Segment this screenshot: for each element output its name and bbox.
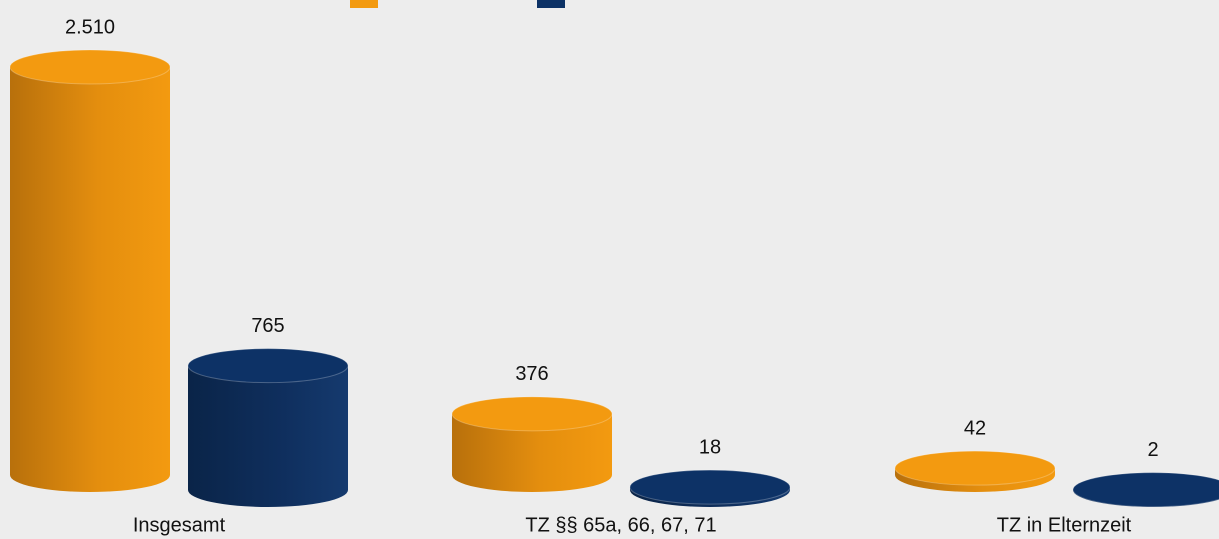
cylinder-top (187, 348, 349, 384)
data-label: 2.510 (65, 16, 115, 38)
legend-label: Männer (575, 0, 643, 4)
data-label: 2 (1147, 439, 1158, 461)
data-label: 376 (515, 363, 548, 385)
cylinder-top (9, 49, 171, 85)
cylinder-body (188, 365, 348, 507)
cylinder-top (629, 469, 791, 505)
cylinder-top (1072, 472, 1219, 508)
data-label: 18 (699, 436, 721, 458)
legend-swatch (537, 0, 565, 8)
cylinder-top (894, 450, 1056, 486)
cylinder-body (10, 67, 170, 492)
cylinder-top (451, 396, 613, 432)
cylinder-body (452, 413, 612, 492)
legend-swatch (350, 0, 378, 8)
x-tick-label: Insgesamt (133, 514, 226, 536)
legend-label: Frauen (388, 0, 451, 4)
data-label: 42 (964, 417, 986, 439)
x-tick-label: TZ §§ 65a, 66, 67, 71 (525, 514, 716, 536)
x-tick-label: TZ in Elternzeit (997, 514, 1132, 536)
data-label: 765 (251, 315, 284, 337)
